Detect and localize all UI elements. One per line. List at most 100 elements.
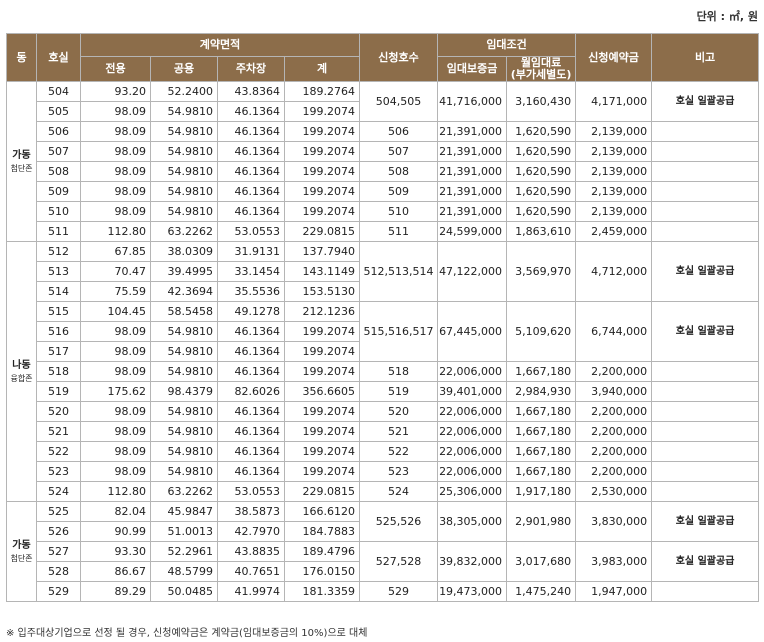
common-area-cell: 54.9810: [150, 141, 218, 162]
room-cell: 514: [36, 281, 81, 302]
total-area-cell: 189.2764: [283, 81, 361, 102]
dong-zone: 융합존: [10, 373, 33, 383]
col-dong: 동: [6, 33, 37, 82]
room-cell: 523: [36, 461, 81, 482]
parking-area-cell: 46.1364: [217, 161, 285, 182]
total-area-cell: 199.2074: [283, 461, 361, 482]
monthly-rent-cell: 2,984,930: [506, 381, 577, 402]
table-row: 가동 첨단존 504 93.20 52.2400 43.8364 189.2764 504,5…: [6, 81, 760, 242]
room-cell: 505: [36, 101, 81, 122]
table-row: 508 98.09 54.9810 46.1364 199.2074 508 21,391,…: [7, 161, 760, 182]
remark-cell: [651, 201, 760, 222]
deposit-cell: 21,391,000: [437, 141, 508, 162]
room-cell: 510: [36, 201, 81, 222]
exclusive-area-cell: 98.09: [80, 421, 151, 442]
deposit-cell: 21,391,000: [437, 161, 508, 182]
remark-cell: 호실 일괄공급: [651, 241, 760, 302]
room-cell: 516: [36, 321, 81, 342]
apply-deposit-cell: 2,459,000: [575, 221, 653, 242]
apply-rooms-cell: 515,516,517: [359, 301, 439, 362]
common-area-cell: 45.9847: [150, 501, 218, 522]
deposit-cell: 67,445,000: [437, 301, 508, 362]
deposit-cell: 41,716,000: [437, 81, 508, 122]
common-area-cell: 38.0309: [150, 241, 218, 262]
table-row: 511 112.80 63.2262 53.0553 229.0815 511 24,599…: [7, 221, 760, 242]
monthly-rent-cell: 1,667,180: [506, 361, 577, 382]
table-row: 518 98.09 54.9810 46.1364 199.2074 518 22,006,…: [7, 361, 760, 382]
apply-rooms-cell: 507: [359, 141, 439, 162]
room-cell: 524: [36, 481, 81, 502]
apply-rooms-cell: 520: [359, 401, 439, 422]
exclusive-area-cell: 98.09: [80, 181, 151, 202]
deposit-cell: 22,006,000: [437, 401, 508, 422]
apply-deposit-cell: 4,712,000: [575, 241, 653, 302]
exclusive-area-cell: 98.09: [80, 341, 151, 362]
table-row: 가동 첨단존 525 82.04 45.9847 38.5873 166.6120 525,5…: [6, 501, 760, 602]
common-area-cell: 51.0013: [150, 521, 218, 542]
remark-cell: [651, 381, 760, 402]
table-row: 522 98.09 54.9810 46.1364 199.2074 522 22,006,…: [7, 441, 760, 462]
remark-cell: [651, 221, 760, 242]
parking-area-cell: 46.1364: [217, 421, 285, 442]
table-row: 509 98.09 54.9810 46.1364 199.2074 509 21,391,…: [7, 181, 760, 202]
total-area-cell: 199.2074: [283, 361, 361, 382]
table-body: 가동 첨단존 504 93.20 52.2400 43.8364 189.2764 504,5…: [6, 81, 760, 602]
deposit-cell: 47,122,000: [437, 241, 508, 302]
lease-table: 동 호실 계약면적 신청호수 임대조건 신청예약금 비고 전용 공용 주차장 계…: [6, 33, 760, 602]
apply-rooms-cell: 523: [359, 461, 439, 482]
total-area-cell: 199.2074: [283, 161, 361, 182]
total-area-cell: 166.6120: [283, 501, 361, 522]
apply-deposit-cell: 3,983,000: [575, 541, 653, 582]
parking-area-cell: 46.1364: [217, 141, 285, 162]
exclusive-area-cell: 82.04: [80, 501, 151, 522]
exclusive-area-cell: 98.09: [80, 461, 151, 482]
parking-area-cell: 31.9131: [217, 241, 285, 262]
monthly-rent-cell: 1,667,180: [506, 401, 577, 422]
common-area-cell: 52.2961: [150, 541, 218, 562]
common-area-cell: 54.9810: [150, 321, 218, 342]
monthly-rent-cell: 1,667,180: [506, 421, 577, 442]
parking-area-cell: 46.1364: [217, 401, 285, 422]
common-area-cell: 54.9810: [150, 201, 218, 222]
col-lease-terms: 임대조건: [437, 33, 577, 57]
table-row: 521 98.09 54.9810 46.1364 199.2074 521 22,006,…: [7, 421, 760, 442]
apply-rooms-cell: 504,505: [359, 81, 439, 122]
total-area-cell: 176.0150: [283, 561, 361, 582]
col-room: 호실: [36, 33, 81, 82]
exclusive-area-cell: 98.09: [80, 361, 151, 382]
room-cell: 525: [36, 501, 81, 522]
exclusive-area-cell: 86.67: [80, 561, 151, 582]
table-row: 520 98.09 54.9810 46.1364 199.2074 520 22,006,…: [7, 401, 760, 422]
monthly-rent-cell: 3,017,680: [506, 541, 577, 582]
remark-cell: [651, 441, 760, 462]
deposit-cell: 21,391,000: [437, 201, 508, 222]
parking-area-cell: 43.8835: [217, 541, 285, 562]
total-area-cell: 199.2074: [283, 321, 361, 342]
room-cell: 519: [36, 381, 81, 402]
monthly-rent-cell: 1,620,590: [506, 141, 577, 162]
room-cell: 513: [36, 261, 81, 282]
apply-deposit-cell: 2,200,000: [575, 361, 653, 382]
exclusive-area-cell: 104.45: [80, 301, 151, 322]
col-common: 공용: [150, 56, 218, 82]
common-area-cell: 54.9810: [150, 421, 218, 442]
parking-area-cell: 46.1364: [217, 441, 285, 462]
deposit-cell: 38,305,000: [437, 501, 508, 542]
apply-rooms-cell: 522: [359, 441, 439, 462]
total-area-cell: 199.2074: [283, 141, 361, 162]
common-area-cell: 54.9810: [150, 441, 218, 462]
remark-cell: [651, 361, 760, 382]
parking-area-cell: 49.1278: [217, 301, 285, 322]
unit-label: 단위 : ㎡, 원: [696, 10, 758, 23]
table-row: 523 98.09 54.9810 46.1364 199.2074 523 22,006,…: [7, 461, 760, 482]
common-area-cell: 54.9810: [150, 341, 218, 362]
apply-rooms-cell: 506: [359, 121, 439, 142]
monthly-rent-cell: 3,569,970: [506, 241, 577, 302]
dong-cell: 나동 융합존: [6, 241, 37, 502]
common-area-cell: 50.0485: [150, 581, 218, 602]
exclusive-area-cell: 98.09: [80, 141, 151, 162]
monthly-rent-cell: 2,901,980: [506, 501, 577, 542]
dong-zone: 첨단존: [10, 163, 33, 173]
monthly-rent-cell: 1,863,610: [506, 221, 577, 242]
monthly-rent-cell: 3,160,430: [506, 81, 577, 122]
